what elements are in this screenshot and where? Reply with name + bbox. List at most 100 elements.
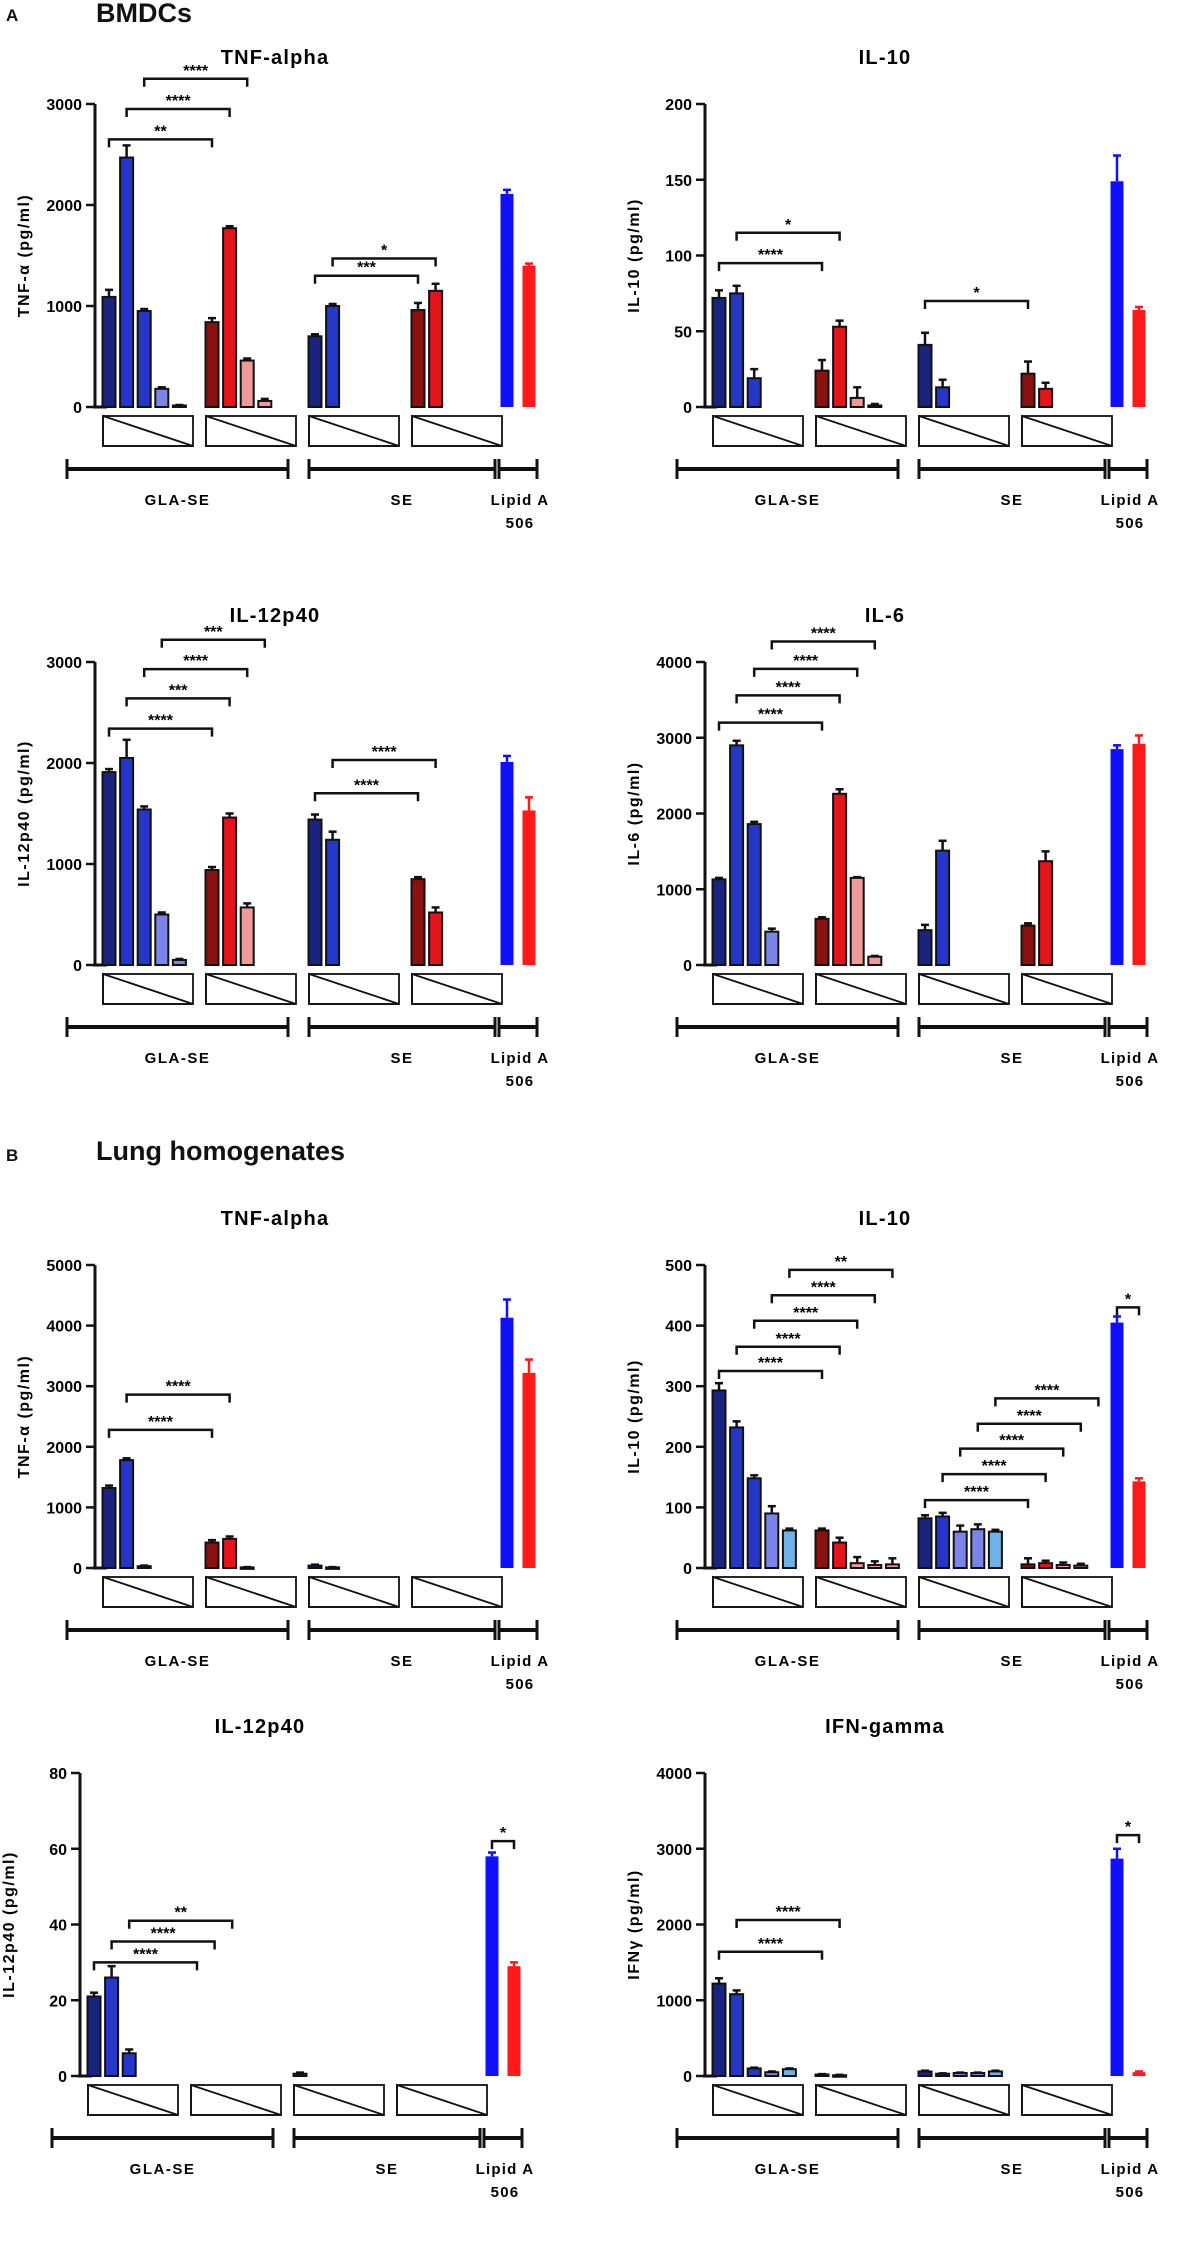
y-tick-label: 3000 — [46, 655, 82, 672]
y-tick-label: 0 — [683, 2069, 692, 2086]
bar — [154, 387, 170, 409]
dose-triangle — [815, 2083, 907, 2116]
group-label-gla-se: GLA-SE — [145, 1050, 211, 1067]
significance-bracket — [313, 792, 420, 802]
dose-triangle — [1021, 414, 1113, 447]
bar — [746, 823, 762, 966]
bar — [86, 1995, 102, 2078]
group-label-lipid-a: Lipid A — [1101, 492, 1160, 509]
bar — [428, 289, 444, 409]
chart-title: IL-12p40 — [215, 1716, 306, 1738]
group-label-gla-se: GLA-SE — [755, 492, 821, 509]
bar — [121, 2052, 137, 2077]
y-tick-label: 500 — [665, 1258, 692, 1275]
bar — [1038, 387, 1054, 409]
chart-a-il6: IL-6 0 1000 2000 3000 4000 IL-6 (pg/ml) **** ***… — [626, 605, 1158, 1090]
significance-bracket — [735, 231, 841, 241]
significance-label: ** — [174, 1905, 187, 1922]
chart-title: IL-6 — [865, 605, 905, 627]
bar — [1132, 2072, 1146, 2076]
significance-label: *** — [204, 624, 223, 641]
y-tick-label: 0 — [683, 958, 692, 975]
bar — [101, 1487, 117, 1570]
group-label-gla-se: GLA-SE — [755, 1653, 821, 1670]
significance-bracket — [490, 1839, 516, 1850]
y-axis-label: TNF-α (pg/ml) — [16, 194, 33, 318]
chart-b-tnf: TNF-alpha 0 1000 2000 3000 4000 5000 TNF-α (pg/… — [16, 1208, 548, 1693]
y-tick-label: 3000 — [46, 97, 82, 114]
significance-label: **** — [793, 1305, 819, 1322]
chart-a-il12: IL-12p40 0 1000 2000 3000 IL-12p40 (pg/ml) ***… — [16, 605, 548, 1090]
bar — [832, 792, 848, 966]
chart-title: IL-10 — [859, 47, 912, 69]
bar — [104, 1976, 120, 2078]
significance-label: **** — [166, 1379, 192, 1396]
y-tick-label: 150 — [665, 173, 692, 190]
significance-label: **** — [354, 777, 380, 794]
group-label-se: SE — [390, 1653, 413, 1670]
panel-a-letter: A — [6, 6, 19, 25]
significance-bracket — [127, 1919, 234, 1929]
bar — [204, 1541, 220, 1569]
dose-triangle — [411, 972, 503, 1005]
dose-triangle — [918, 1575, 1010, 1608]
bar — [711, 296, 727, 409]
significance-bracket — [717, 261, 824, 272]
significance-bracket — [125, 107, 231, 118]
group-label-lipid-a: Lipid A — [476, 2161, 535, 2178]
significance-label: **** — [372, 744, 398, 761]
bar — [1110, 181, 1124, 407]
significance-bracket — [107, 1428, 214, 1438]
bar — [917, 1517, 933, 1569]
y-tick-label: 4000 — [46, 1319, 82, 1336]
significance-label: **** — [793, 653, 819, 670]
bar — [257, 399, 273, 409]
y-tick-label: 4000 — [656, 655, 692, 672]
significance-label: **** — [811, 626, 837, 643]
bar — [171, 958, 187, 967]
group-label-lipid-a-506: 506 — [1116, 1676, 1145, 1693]
dose-triangle — [396, 2083, 488, 2116]
bar — [970, 1528, 986, 1569]
y-tick-label: 300 — [665, 1379, 692, 1396]
significance-label: **** — [776, 679, 802, 696]
significance-label: **** — [776, 1331, 802, 1348]
significance-label: **** — [811, 1279, 837, 1296]
y-axis-label: IFNγ (pg/ml) — [626, 1869, 643, 1979]
group-label-lipid-a-506: 506 — [1116, 2184, 1145, 2201]
dose-triangle — [190, 2083, 282, 2116]
significance-bracket — [142, 667, 249, 678]
dose-triangle — [815, 414, 907, 447]
significance-bracket — [717, 721, 824, 731]
significance-label: **** — [166, 93, 192, 110]
bar — [867, 1563, 883, 1569]
bar — [1110, 749, 1124, 965]
y-tick-label: 2000 — [46, 198, 82, 215]
bar — [781, 1529, 797, 1569]
dose-triangle — [102, 972, 194, 1005]
significance-bracket — [735, 1345, 841, 1355]
bar — [987, 1530, 1003, 1570]
significance-label: **** — [758, 1355, 784, 1372]
significance-label: **** — [999, 1433, 1025, 1450]
panel-b-title: Lung homogenates — [96, 1136, 345, 1166]
dose-triangle — [712, 1575, 804, 1608]
significance-label: *** — [357, 260, 376, 277]
bar — [522, 265, 536, 407]
bar — [222, 816, 238, 966]
bar — [849, 1562, 865, 1569]
bar — [746, 2067, 762, 2078]
y-axis-label: IL-6 (pg/ml) — [626, 761, 643, 865]
group-label-lipid-a-506: 506 — [1116, 1073, 1145, 1090]
group-label-lipid-a-506: 506 — [506, 1676, 535, 1693]
dose-triangle — [308, 414, 400, 447]
bar — [325, 305, 341, 408]
y-tick-label: 2000 — [46, 756, 82, 773]
bar — [119, 756, 135, 967]
bar — [917, 343, 933, 409]
bar — [222, 1537, 238, 1569]
y-tick-label: 3000 — [656, 1842, 692, 1859]
y-tick-label: 3000 — [46, 1379, 82, 1396]
